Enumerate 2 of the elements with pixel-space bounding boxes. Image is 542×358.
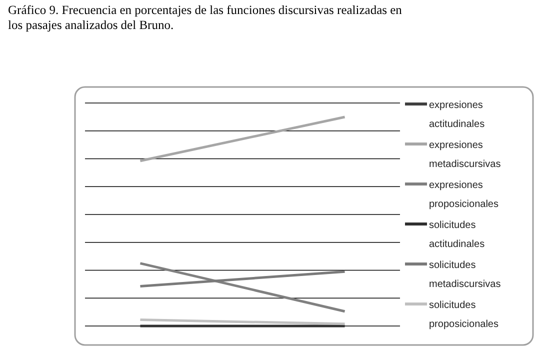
- legend-label: solicitudes proposicionales: [429, 300, 498, 330]
- chart-title: Gráfico 9. Frecuencia en porcentajes de las funciones discursivas realizadas en los pasajes analizados del Bruno.: [8, 3, 403, 32]
